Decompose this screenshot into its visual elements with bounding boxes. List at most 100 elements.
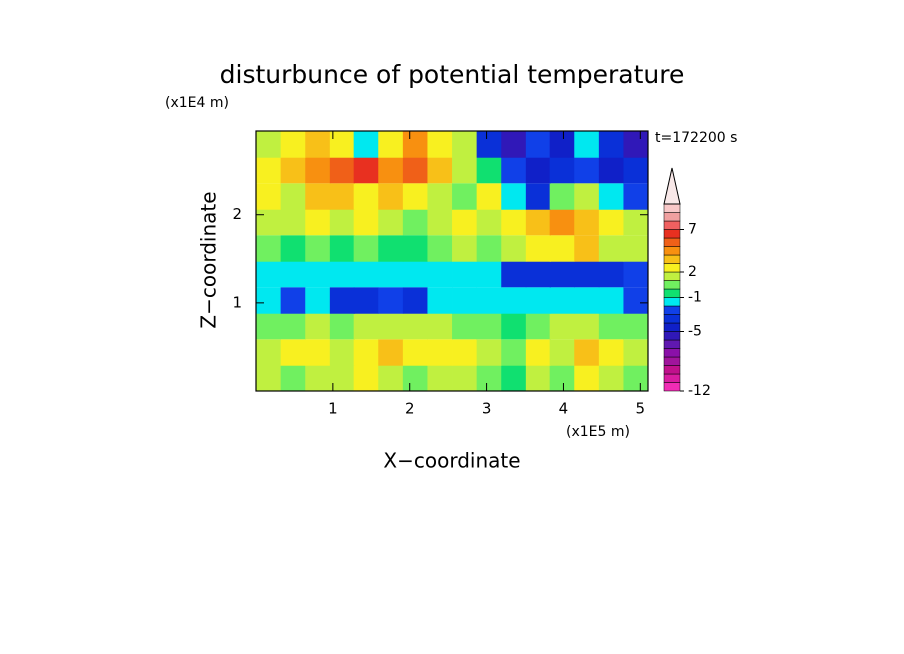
- field-cell: [329, 287, 355, 314]
- field-cell: [402, 312, 428, 340]
- field-cell: [525, 339, 551, 366]
- field-cell: [452, 131, 478, 158]
- colorbar-label: -12: [688, 383, 711, 399]
- field-cell: [280, 287, 306, 314]
- field-cell: [598, 339, 624, 366]
- colorbar-label: -1: [688, 290, 702, 306]
- field-cell: [549, 260, 575, 288]
- field-cell: [305, 183, 331, 210]
- field-cell: [378, 208, 404, 236]
- field-cell: [256, 312, 282, 340]
- field-cell: [256, 131, 282, 158]
- colorbar-band: [663, 288, 681, 298]
- field-cell: [501, 364, 527, 392]
- field-cell: [623, 208, 649, 236]
- colorbar-band: [663, 382, 681, 392]
- field-cell: [402, 156, 428, 184]
- field-cell: [427, 364, 453, 392]
- field-cell: [525, 131, 551, 158]
- x-tick-label: 3: [482, 400, 492, 418]
- field-cell: [623, 260, 649, 288]
- field-cell: [402, 131, 428, 158]
- y-tick-label: 2: [232, 205, 242, 223]
- field-cell: [280, 260, 306, 288]
- field-cell: [305, 131, 331, 158]
- plot-frame: [255, 130, 649, 392]
- field-cell: [476, 260, 502, 288]
- field-cell: [256, 156, 282, 184]
- field-cell: [598, 235, 624, 262]
- field-cell: [378, 312, 404, 340]
- field-cell: [378, 131, 404, 158]
- field-cell: [549, 312, 575, 340]
- field-cell: [305, 339, 331, 366]
- field-cell: [501, 235, 527, 262]
- field-cell: [598, 131, 624, 158]
- colorbar-label: 7: [688, 222, 697, 238]
- field-cell: [280, 235, 306, 262]
- field-cell: [353, 312, 379, 340]
- field-cell: [353, 208, 379, 236]
- field-cell: [353, 235, 379, 262]
- field-cell: [623, 364, 649, 392]
- field-cell: [402, 364, 428, 392]
- field-cell: [574, 208, 600, 236]
- field-cell: [378, 339, 404, 366]
- field-cell: [574, 339, 600, 366]
- field-cell: [476, 131, 502, 158]
- colorbar-band: [663, 297, 681, 307]
- field-cell: [402, 235, 428, 262]
- field-cell: [574, 312, 600, 340]
- field-cell: [378, 183, 404, 210]
- field-cell: [353, 183, 379, 210]
- field-cell: [452, 287, 478, 314]
- field-cell: [353, 364, 379, 392]
- field-cell: [256, 208, 282, 236]
- field-cell: [598, 364, 624, 392]
- field-cell: [525, 156, 551, 184]
- colorbar-band: [663, 263, 681, 273]
- colorbar-label: -5: [688, 324, 702, 340]
- field-cell: [427, 131, 453, 158]
- field-cell: [549, 208, 575, 236]
- time-label: t=172200 s: [655, 130, 737, 146]
- field-cell: [501, 260, 527, 288]
- field-cell: [280, 156, 306, 184]
- field-cell: [353, 131, 379, 158]
- field-cell: [549, 287, 575, 314]
- field-cell: [280, 183, 306, 210]
- colorbar-band: [663, 314, 681, 324]
- colorbar-band: [663, 373, 681, 383]
- field-cell: [476, 339, 502, 366]
- field-cell: [452, 364, 478, 392]
- x-tick-label: 4: [559, 400, 569, 418]
- field-cell: [525, 208, 551, 236]
- colorbar-band: [663, 246, 681, 256]
- field-cell: [280, 208, 306, 236]
- field-cell: [452, 235, 478, 262]
- field-cell: [525, 287, 551, 314]
- field-cell: [598, 208, 624, 236]
- field-cell: [329, 183, 355, 210]
- field-cell: [305, 260, 331, 288]
- field-cell: [623, 312, 649, 340]
- field-cell: [549, 235, 575, 262]
- field-cell: [305, 312, 331, 340]
- field-cell: [305, 156, 331, 184]
- field-cell: [452, 208, 478, 236]
- field-cell: [623, 183, 649, 210]
- field-cell: [574, 183, 600, 210]
- colorbar-band: [663, 212, 681, 222]
- field-cell: [427, 183, 453, 210]
- field-cell: [402, 287, 428, 314]
- field-cell: [476, 312, 502, 340]
- field-cell: [452, 312, 478, 340]
- field-cell: [378, 364, 404, 392]
- field-cell: [525, 364, 551, 392]
- x-axis-label: X−coordinate: [383, 449, 520, 473]
- x-tick-label: 2: [405, 400, 415, 418]
- field-cell: [452, 339, 478, 366]
- field-cell: [501, 339, 527, 366]
- field-cell: [476, 235, 502, 262]
- y-axis-label: Z−coordinate: [197, 191, 221, 328]
